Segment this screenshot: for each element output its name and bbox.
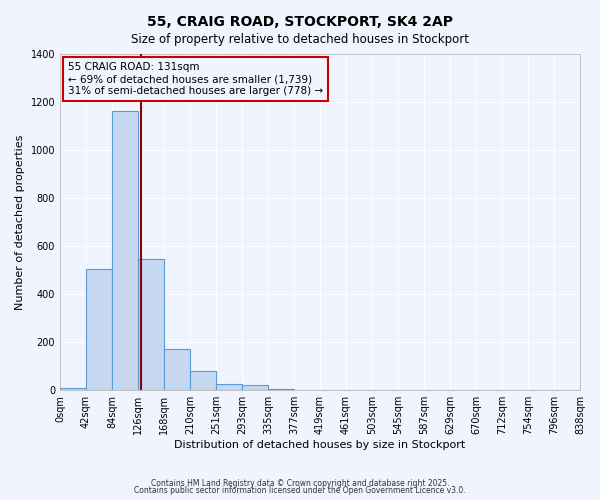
Bar [190, 370, 216, 390]
Bar [242, 386, 268, 390]
Bar [86, 269, 112, 390]
Bar [60, 388, 86, 390]
Text: Size of property relative to detached houses in Stockport: Size of property relative to detached ho… [131, 32, 469, 46]
Bar [138, 258, 164, 390]
X-axis label: Distribution of detached houses by size in Stockport: Distribution of detached houses by size … [175, 440, 466, 450]
Text: Contains HM Land Registry data © Crown copyright and database right 2025.: Contains HM Land Registry data © Crown c… [151, 478, 449, 488]
Text: 55 CRAIG ROAD: 131sqm
← 69% of detached houses are smaller (1,739)
31% of semi-d: 55 CRAIG ROAD: 131sqm ← 69% of detached … [68, 62, 323, 96]
Bar [268, 389, 294, 390]
Text: 55, CRAIG ROAD, STOCKPORT, SK4 2AP: 55, CRAIG ROAD, STOCKPORT, SK4 2AP [147, 15, 453, 29]
Bar [216, 384, 242, 390]
Bar [112, 111, 138, 390]
Text: Contains public sector information licensed under the Open Government Licence v3: Contains public sector information licen… [134, 486, 466, 495]
Bar [164, 350, 190, 390]
Y-axis label: Number of detached properties: Number of detached properties [15, 134, 25, 310]
